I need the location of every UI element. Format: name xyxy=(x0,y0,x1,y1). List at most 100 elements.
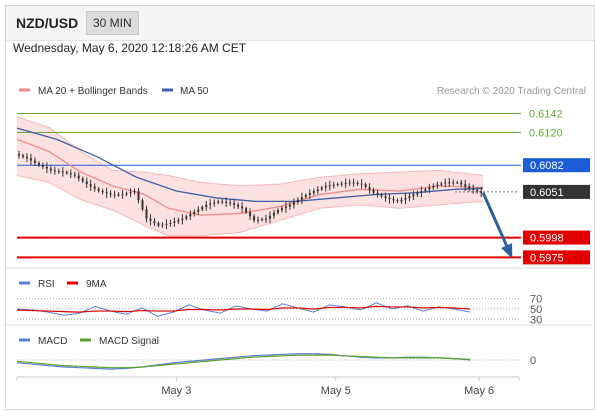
rsi-9ma-line xyxy=(16,305,471,313)
candle-body xyxy=(89,184,92,187)
candle-body xyxy=(249,212,252,217)
x-tick-label: May 6 xyxy=(464,385,494,397)
candle-body xyxy=(201,207,204,210)
legend-macd-signal-label: MACD Signal xyxy=(99,336,159,347)
candle-body xyxy=(141,200,144,210)
macd-signal-line xyxy=(16,354,471,369)
candle-body xyxy=(448,182,451,184)
candle-body xyxy=(280,208,283,210)
bollinger-lower xyxy=(16,175,484,237)
candle-body xyxy=(129,192,132,194)
ma50-line xyxy=(16,127,484,203)
candle-body xyxy=(316,189,319,192)
candle-body xyxy=(149,218,152,221)
level-label-0.5975: 0.5975 xyxy=(530,252,564,264)
candle-body xyxy=(276,210,279,213)
candle-body xyxy=(117,194,120,196)
candle-body xyxy=(376,192,379,195)
instrument-title: NZD/USD xyxy=(16,15,79,31)
candle-body xyxy=(288,204,291,207)
candle-body xyxy=(340,183,343,185)
candle-body xyxy=(185,216,188,219)
level-tag-0.5975 xyxy=(523,250,590,265)
candle-body xyxy=(77,175,80,179)
candle-body xyxy=(153,220,156,224)
candle-body xyxy=(109,193,112,195)
candle-body xyxy=(61,171,64,173)
level-label-0.6120: 0.6120 xyxy=(529,127,563,139)
candle-body xyxy=(165,223,168,225)
candle-body xyxy=(356,183,359,185)
candle-body xyxy=(404,197,407,200)
ma20-line xyxy=(16,138,484,216)
candle-body xyxy=(388,197,391,200)
price-plot: 0.6142 0.6120 0.6082 0.6051 0.5998 0.5975 xyxy=(16,109,590,265)
candle-body xyxy=(157,223,160,226)
candle-body xyxy=(392,199,395,201)
candle-body xyxy=(364,184,367,188)
candle-body xyxy=(312,191,315,194)
candle-body xyxy=(308,193,311,196)
x-tick-label: May 3 xyxy=(161,385,191,397)
rsi-tick-label: 30 xyxy=(530,314,542,326)
candle-body xyxy=(225,201,228,203)
candle-body xyxy=(49,168,52,171)
candle-body xyxy=(328,185,331,187)
timestamp: Wednesday, May 6, 2020 12:18:26 AM CET xyxy=(13,41,247,55)
candle-body xyxy=(217,201,220,203)
candle-body xyxy=(145,209,148,219)
candle-body xyxy=(85,181,88,185)
candle-body xyxy=(480,191,483,193)
level-label-0.6051: 0.6051 xyxy=(530,187,564,199)
candle-body xyxy=(137,191,140,201)
candle-body xyxy=(169,222,172,224)
candle-body xyxy=(33,160,36,163)
candle-body xyxy=(428,187,431,190)
candle-body xyxy=(476,189,479,192)
candle-body xyxy=(237,204,240,207)
macd-tick-label: 0 xyxy=(530,355,536,367)
candle-body xyxy=(213,202,216,204)
candle-body xyxy=(265,218,268,220)
legend-rsi-label: RSI xyxy=(38,279,55,290)
candle-body xyxy=(245,208,248,213)
candle-body xyxy=(173,221,176,223)
candle-body xyxy=(324,185,327,188)
x-axis-labels: May 3 May 5 May 6 xyxy=(16,377,520,397)
candle-body xyxy=(41,165,44,167)
candle-body xyxy=(336,184,339,186)
legend-ma20-label: MA 20 + Bollinger Bands xyxy=(38,86,148,97)
candle-body xyxy=(464,184,467,187)
level-tag-0.5998 xyxy=(523,230,590,245)
candle-body xyxy=(257,219,260,221)
candle-body xyxy=(73,174,76,176)
forecast-arrow-head xyxy=(501,243,513,259)
candle-body xyxy=(420,191,423,193)
candle-body xyxy=(436,184,439,186)
rsi-line xyxy=(16,302,471,317)
x-tick-label: May 5 xyxy=(321,385,351,397)
candle-body xyxy=(177,220,180,222)
candle-body xyxy=(368,187,371,190)
candle-body xyxy=(57,170,60,172)
chart-header: NZD/USD 30 MIN xyxy=(6,6,594,41)
rsi-tick-label: 70 xyxy=(530,294,542,306)
candle-body xyxy=(460,182,463,185)
bollinger-upper xyxy=(16,116,484,187)
timeframe-badge[interactable]: 30 MIN xyxy=(86,11,139,35)
candle-body xyxy=(320,187,323,190)
candle-body xyxy=(400,199,403,202)
candle-body xyxy=(93,186,96,189)
legend-9ma-label: 9MA xyxy=(86,279,107,290)
candle-body xyxy=(272,212,275,216)
level-tag-0.6082 xyxy=(523,158,590,173)
candle-body xyxy=(416,192,419,195)
candle-body xyxy=(233,203,236,205)
candle-body xyxy=(133,191,136,193)
candle-body xyxy=(444,182,447,184)
candle-body xyxy=(45,166,48,169)
candle-body xyxy=(65,172,68,174)
candle-body xyxy=(292,202,295,205)
